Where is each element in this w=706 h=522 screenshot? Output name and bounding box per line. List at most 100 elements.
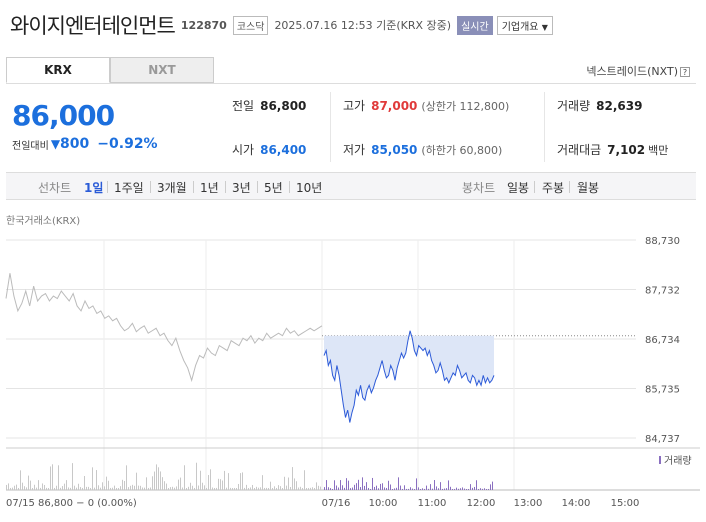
volume-bar xyxy=(190,482,191,490)
candle-daily[interactable]: 일봉 xyxy=(507,181,530,195)
period-1d[interactable]: 1일 xyxy=(84,181,104,195)
tab-nxt[interactable]: NXT xyxy=(110,57,214,83)
period-5y[interactable]: 5년 xyxy=(264,181,283,195)
volume-bar xyxy=(470,484,471,490)
stat-high: 고가 87,000 (상한가 112,800) xyxy=(343,97,509,114)
period-3y[interactable]: 3년 xyxy=(232,181,251,195)
volume-bar xyxy=(482,488,483,490)
candle-monthly[interactable]: 월봉 xyxy=(577,181,600,195)
volume-bar xyxy=(490,484,491,490)
company-overview-button[interactable]: 기업개요 ▼ xyxy=(496,15,553,35)
period-10y[interactable]: 10년 xyxy=(296,181,323,195)
volume-bar xyxy=(460,488,461,490)
volume-bar xyxy=(50,466,51,490)
stat-value: 7,102 xyxy=(607,142,646,157)
stat-value: 86,400 xyxy=(260,142,307,157)
volume-bar xyxy=(228,473,229,490)
nxt-link[interactable]: 넥스트레이드(NXT)? xyxy=(586,63,690,79)
x-tick-label: 07/16 xyxy=(322,498,351,509)
y-tick-label: 86,734 xyxy=(645,335,680,346)
volume-bar xyxy=(380,483,381,490)
tab-krx[interactable]: KRX xyxy=(6,57,110,83)
volume-bar xyxy=(400,485,401,490)
volume-bar xyxy=(278,485,279,490)
volume-bar xyxy=(48,487,49,490)
volume-bar xyxy=(310,487,311,490)
volume-bar xyxy=(68,487,69,490)
stat-open: 시가 86,400 xyxy=(232,141,306,158)
volume-bar xyxy=(462,487,463,490)
volume-bar xyxy=(184,465,185,490)
volume-bar xyxy=(454,488,455,490)
volume-bar xyxy=(134,485,135,490)
candle-weekly[interactable]: 주봉 xyxy=(542,181,565,195)
volume-bar xyxy=(174,487,175,490)
volume-bar xyxy=(166,483,167,490)
volume-bar xyxy=(114,485,115,490)
volume-bar xyxy=(40,487,41,490)
stat-prev-close: 전일 86,800 xyxy=(232,97,306,114)
volume-bar xyxy=(10,487,11,490)
volume-bar xyxy=(14,485,15,490)
volume-bar xyxy=(52,464,53,490)
volume-bar xyxy=(382,483,383,490)
volume-bar xyxy=(344,487,345,490)
volume-bar xyxy=(242,472,243,490)
volume-bar xyxy=(200,470,201,490)
volume-bar xyxy=(248,487,249,490)
tab-divider xyxy=(6,83,696,84)
volume-bar xyxy=(54,487,55,490)
volume-bar xyxy=(192,485,193,490)
volume-bar xyxy=(266,487,267,490)
lower-limit: (하한가 60,800) xyxy=(421,143,503,157)
volume-bar xyxy=(376,485,377,490)
realtime-button[interactable]: 실시간 xyxy=(457,15,493,35)
stat-label: 저가 xyxy=(343,143,366,157)
volume-bar xyxy=(366,482,367,490)
x-tick-label: 11:00 xyxy=(418,498,447,509)
volume-bar xyxy=(466,488,467,490)
volume-bar xyxy=(412,488,413,490)
period-1w[interactable]: 1주일 xyxy=(114,181,144,195)
volume-bar xyxy=(386,487,387,490)
volume-bar xyxy=(78,483,79,490)
volume-bar xyxy=(360,487,361,490)
period-1y[interactable]: 1년 xyxy=(200,181,219,195)
volume-bar xyxy=(280,486,281,490)
volume-bar xyxy=(320,486,321,490)
volume-bar xyxy=(90,487,91,490)
volume-bar xyxy=(142,487,143,490)
volume-bar xyxy=(88,486,89,490)
volume-bar xyxy=(418,487,419,490)
stat-value: 86,800 xyxy=(260,98,307,113)
volume-bar xyxy=(370,488,371,490)
period-bar: 선차트 1일 1주일 3개월 1년 3년 5년 10년 봉차트 일봉 주봉 월봉 xyxy=(6,172,696,200)
volume-bar xyxy=(408,488,409,490)
volume-bar xyxy=(364,485,365,490)
period-3m[interactable]: 3개월 xyxy=(157,181,187,195)
volume-bar xyxy=(416,478,417,490)
volume-bar xyxy=(388,480,389,490)
exchange-tabs: KRX NXT xyxy=(6,57,214,83)
volume-bar xyxy=(16,484,17,490)
volume-bar xyxy=(372,477,373,490)
volume-bar xyxy=(362,477,363,490)
stat-value: 85,050 xyxy=(371,142,418,157)
volume-bar xyxy=(432,488,433,490)
volume-bar xyxy=(194,487,195,490)
today-area xyxy=(324,330,494,423)
volume-bar xyxy=(468,488,469,490)
stats-divider xyxy=(544,92,545,162)
volume-bars xyxy=(6,462,493,490)
question-icon[interactable]: ? xyxy=(680,67,690,77)
volume-bar xyxy=(24,486,25,490)
volume-bar xyxy=(260,487,261,490)
volume-bar xyxy=(42,483,43,490)
volume-bar xyxy=(46,487,47,490)
stat-label: 전일 xyxy=(232,99,255,113)
volume-bar xyxy=(66,480,67,490)
volume-bar xyxy=(110,487,111,490)
intraday-chart[interactable]: 88,730 87,732 86,734 85,735 84,737 07/16 10:0… xyxy=(0,220,706,520)
volume-bar xyxy=(312,487,313,490)
volume-bar xyxy=(188,486,189,490)
